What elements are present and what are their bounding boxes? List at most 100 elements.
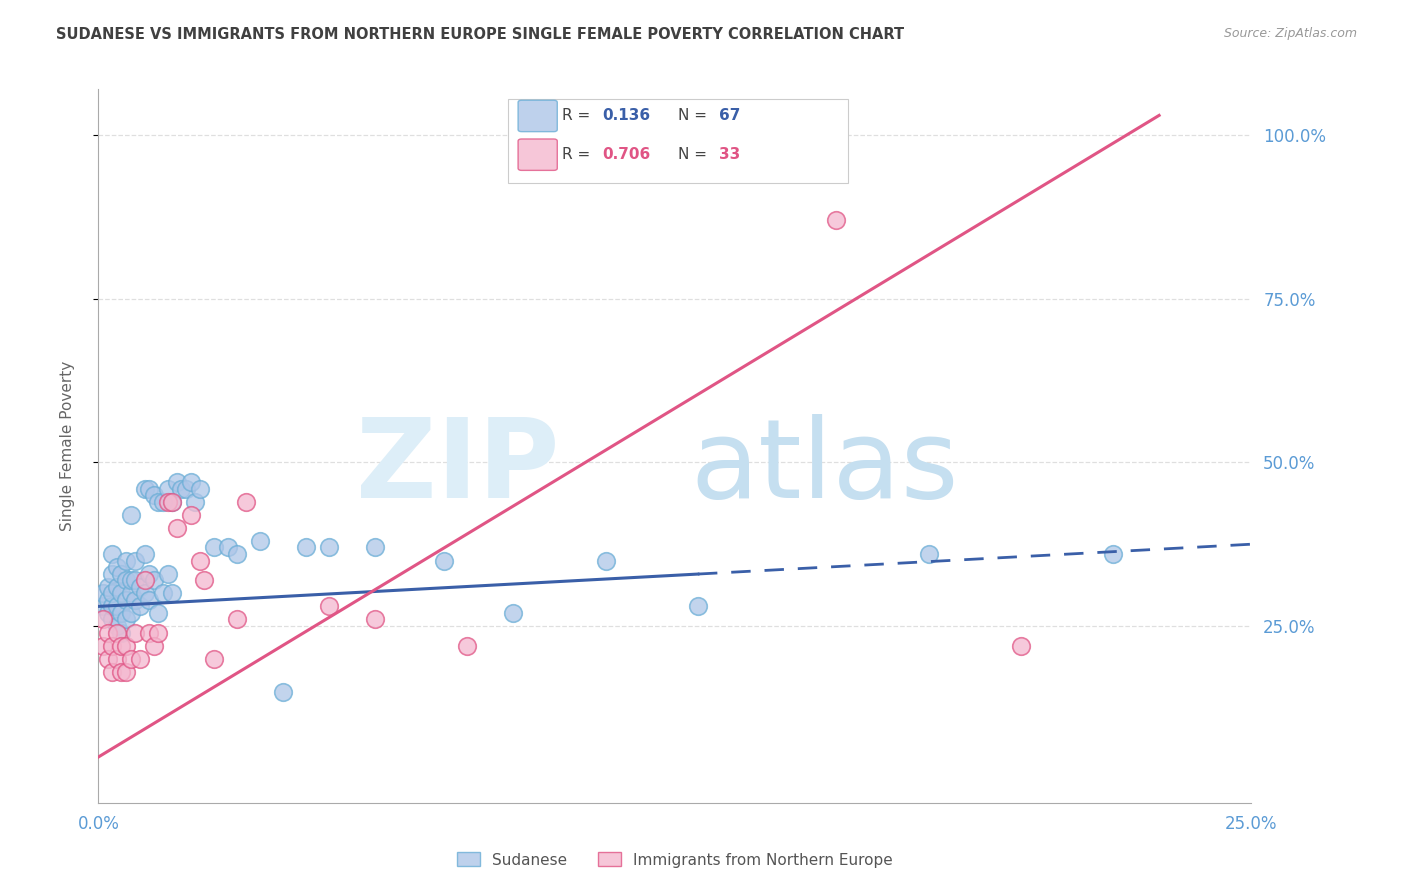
Point xyxy=(134,482,156,496)
Text: 67: 67 xyxy=(718,109,740,123)
Point xyxy=(456,639,478,653)
Point xyxy=(142,639,165,653)
Point xyxy=(110,625,132,640)
Point xyxy=(97,652,120,666)
Point xyxy=(110,639,132,653)
Point xyxy=(433,553,456,567)
Point xyxy=(180,475,202,489)
Point xyxy=(170,482,193,496)
Point xyxy=(110,606,132,620)
Point xyxy=(105,652,128,666)
Point xyxy=(174,482,197,496)
Point xyxy=(271,684,294,698)
Point xyxy=(101,547,124,561)
Point xyxy=(124,573,146,587)
Point xyxy=(115,639,138,653)
Point xyxy=(160,494,183,508)
Point xyxy=(115,612,138,626)
Point xyxy=(105,619,128,633)
Point xyxy=(148,625,170,640)
Point xyxy=(101,586,124,600)
Point xyxy=(91,612,114,626)
Point xyxy=(156,494,179,508)
FancyBboxPatch shape xyxy=(517,100,557,132)
Point xyxy=(364,541,387,555)
Point xyxy=(124,592,146,607)
Text: SUDANESE VS IMMIGRANTS FROM NORTHERN EUROPE SINGLE FEMALE POVERTY CORRELATION CH: SUDANESE VS IMMIGRANTS FROM NORTHERN EUR… xyxy=(56,27,904,42)
Point xyxy=(138,566,160,581)
Point xyxy=(193,573,215,587)
Text: 33: 33 xyxy=(718,147,740,162)
Point xyxy=(138,482,160,496)
Point xyxy=(101,665,124,679)
Point xyxy=(595,553,617,567)
Point xyxy=(120,606,142,620)
Point xyxy=(110,566,132,581)
Text: R =: R = xyxy=(562,147,595,162)
Point xyxy=(91,586,114,600)
Text: atlas: atlas xyxy=(690,414,959,521)
FancyBboxPatch shape xyxy=(517,139,557,170)
Point xyxy=(318,599,340,614)
Point xyxy=(825,213,848,227)
Point xyxy=(105,580,128,594)
Text: 0.136: 0.136 xyxy=(602,109,651,123)
FancyBboxPatch shape xyxy=(508,99,848,184)
Point xyxy=(295,541,318,555)
Point xyxy=(152,586,174,600)
Point xyxy=(166,521,188,535)
Point xyxy=(202,541,225,555)
Point xyxy=(138,592,160,607)
Point xyxy=(364,612,387,626)
Point xyxy=(180,508,202,522)
Point xyxy=(134,586,156,600)
Point xyxy=(148,606,170,620)
Point xyxy=(115,665,138,679)
Text: ZIP: ZIP xyxy=(356,414,560,521)
Point xyxy=(217,541,239,555)
Point xyxy=(129,599,152,614)
Legend: Sudanese, Immigrants from Northern Europe: Sudanese, Immigrants from Northern Europ… xyxy=(451,847,898,873)
Text: N =: N = xyxy=(678,109,713,123)
Point xyxy=(142,573,165,587)
Point xyxy=(91,599,114,614)
Point xyxy=(152,494,174,508)
Point xyxy=(115,573,138,587)
Point xyxy=(97,625,120,640)
Text: 0.706: 0.706 xyxy=(602,147,651,162)
Point xyxy=(156,482,179,496)
Point xyxy=(97,580,120,594)
Point xyxy=(188,482,211,496)
Point xyxy=(124,625,146,640)
Point xyxy=(138,625,160,640)
Point xyxy=(686,599,709,614)
Point xyxy=(225,547,247,561)
Point xyxy=(318,541,340,555)
Point xyxy=(156,566,179,581)
Y-axis label: Single Female Poverty: Single Female Poverty xyxy=(60,361,75,531)
Point xyxy=(249,533,271,548)
Point xyxy=(1010,639,1032,653)
Point xyxy=(124,553,146,567)
Point xyxy=(115,553,138,567)
Point xyxy=(101,599,124,614)
Point xyxy=(160,494,183,508)
Point xyxy=(225,612,247,626)
Point xyxy=(129,652,152,666)
Point xyxy=(105,599,128,614)
Point xyxy=(120,573,142,587)
Point xyxy=(110,586,132,600)
Point xyxy=(110,665,132,679)
Point xyxy=(101,612,124,626)
Point xyxy=(1102,547,1125,561)
Point xyxy=(148,494,170,508)
Point xyxy=(129,580,152,594)
Point xyxy=(184,494,207,508)
Point xyxy=(917,547,939,561)
Point xyxy=(105,625,128,640)
Text: N =: N = xyxy=(678,147,713,162)
Point xyxy=(188,553,211,567)
Point xyxy=(101,566,124,581)
Point xyxy=(120,586,142,600)
Point xyxy=(120,652,142,666)
